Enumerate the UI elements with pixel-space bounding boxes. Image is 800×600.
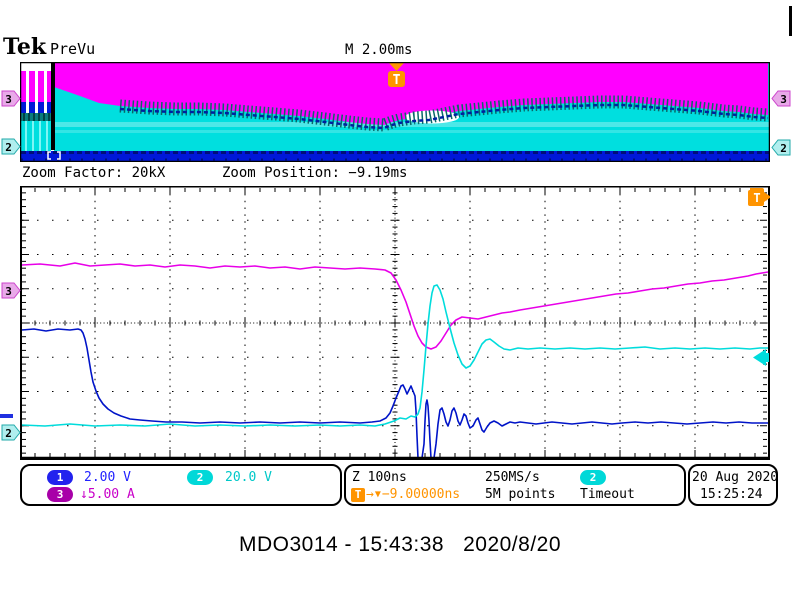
svg-text:T: T <box>393 73 401 88</box>
trigger-position-row: T → ▼ −9.00000ns <box>351 487 460 502</box>
overview-window: T <box>20 62 770 162</box>
svg-text:2: 2 <box>780 142 787 155</box>
ch3-position-marker-right: 3 <box>771 90 791 107</box>
ch3-pulse-comb <box>21 71 51 102</box>
envelope-navy-edge <box>119 103 769 130</box>
main-window: T <box>20 186 770 460</box>
ch1-readout: 2.00 V <box>84 470 131 485</box>
svg-text:2: 2 <box>5 427 12 440</box>
waveform-traces <box>22 262 768 458</box>
svg-text:3: 3 <box>780 93 787 106</box>
sample-rate-readout: 250MS/s <box>485 470 540 485</box>
acquisition-mode-label: PreVu <box>50 40 96 58</box>
zoom-position-label: Zoom Position: −9.19ms <box>222 165 408 181</box>
ch2-position-marker-right: 2 <box>771 139 791 156</box>
ch3-readout: ↓5.00 A <box>80 487 135 502</box>
ch1-band <box>21 151 769 161</box>
timebase-label: M 2.00ms <box>345 42 413 58</box>
svg-text:3: 3 <box>5 285 12 298</box>
ch3-position-marker[interactable]: 3 <box>1 90 21 107</box>
zoom-scale-readout: Z 100ns <box>352 470 407 485</box>
trigger-source-badge[interactable]: 2 <box>580 470 606 485</box>
graticule <box>22 187 768 458</box>
ch2-position-marker-zoom[interactable]: 2 <box>1 424 21 441</box>
overview-border <box>20 62 770 162</box>
horizontal-trigger-box: Z 100ns T → ▼ −9.00000ns 250MS/s 5M points … <box>344 464 686 506</box>
ch2-readout: 20.0 V <box>225 470 272 485</box>
svg-text:T: T <box>753 191 760 205</box>
ch1-pulse-comb <box>21 102 51 113</box>
overlap-pulse-comb <box>21 113 51 121</box>
ch3-position-marker-zoom[interactable]: 3 <box>1 282 21 299</box>
svg-text:3: 3 <box>5 93 12 106</box>
zoom-region-bracket-left[interactable] <box>47 151 51 160</box>
ch2-badge[interactable]: 2 <box>187 470 213 485</box>
caption: MDO3014 - 15:43:38 2020/8/20 <box>238 533 562 556</box>
screen-edge-mark <box>789 6 792 36</box>
datetime-box: 20 Aug 2020 15:25:24 <box>688 464 778 506</box>
ch3-badge[interactable]: 3 <box>47 487 73 502</box>
record-length-readout: 5M points <box>485 487 556 502</box>
ch2-trace <box>22 284 768 427</box>
trigger-level-arrow-icon[interactable] <box>753 349 769 366</box>
tek-logo: Tek <box>3 34 47 60</box>
trigger-position-icon: T <box>388 63 405 88</box>
ch3-envelope-fill <box>54 63 768 125</box>
trigger-t-icon: T <box>351 487 365 502</box>
svg-text:2: 2 <box>5 141 12 154</box>
zoom-factor-label: Zoom Factor: 20kX <box>22 165 166 181</box>
time-label: 15:25:24 <box>700 487 763 502</box>
trigger-position-readout: −9.00000ns <box>381 487 461 502</box>
slope-down-icon: ▼ <box>374 489 381 500</box>
zoom-region-bracket-right[interactable] <box>57 151 61 160</box>
trigger-flag-icon[interactable]: T <box>748 188 770 206</box>
trigger-type-label: Timeout <box>580 487 635 502</box>
zoom-position-bar[interactable] <box>51 63 55 150</box>
ch2-pulse-comb <box>21 121 51 151</box>
ch1-position-dash[interactable] <box>0 414 13 418</box>
ch2-position-marker[interactable]: 2 <box>1 138 21 155</box>
envelope-highlight <box>54 130 769 133</box>
ch3-trace <box>22 262 768 350</box>
arrow-right-icon: → <box>366 487 374 502</box>
ch1-badge[interactable]: 1 <box>47 470 73 485</box>
date-label: 20 Aug 2020 <box>692 470 779 485</box>
ch1-trace <box>22 328 768 458</box>
channel-readout-box: 1 2.00 V 2 20.0 V 3 ↓5.00 A <box>20 464 342 506</box>
